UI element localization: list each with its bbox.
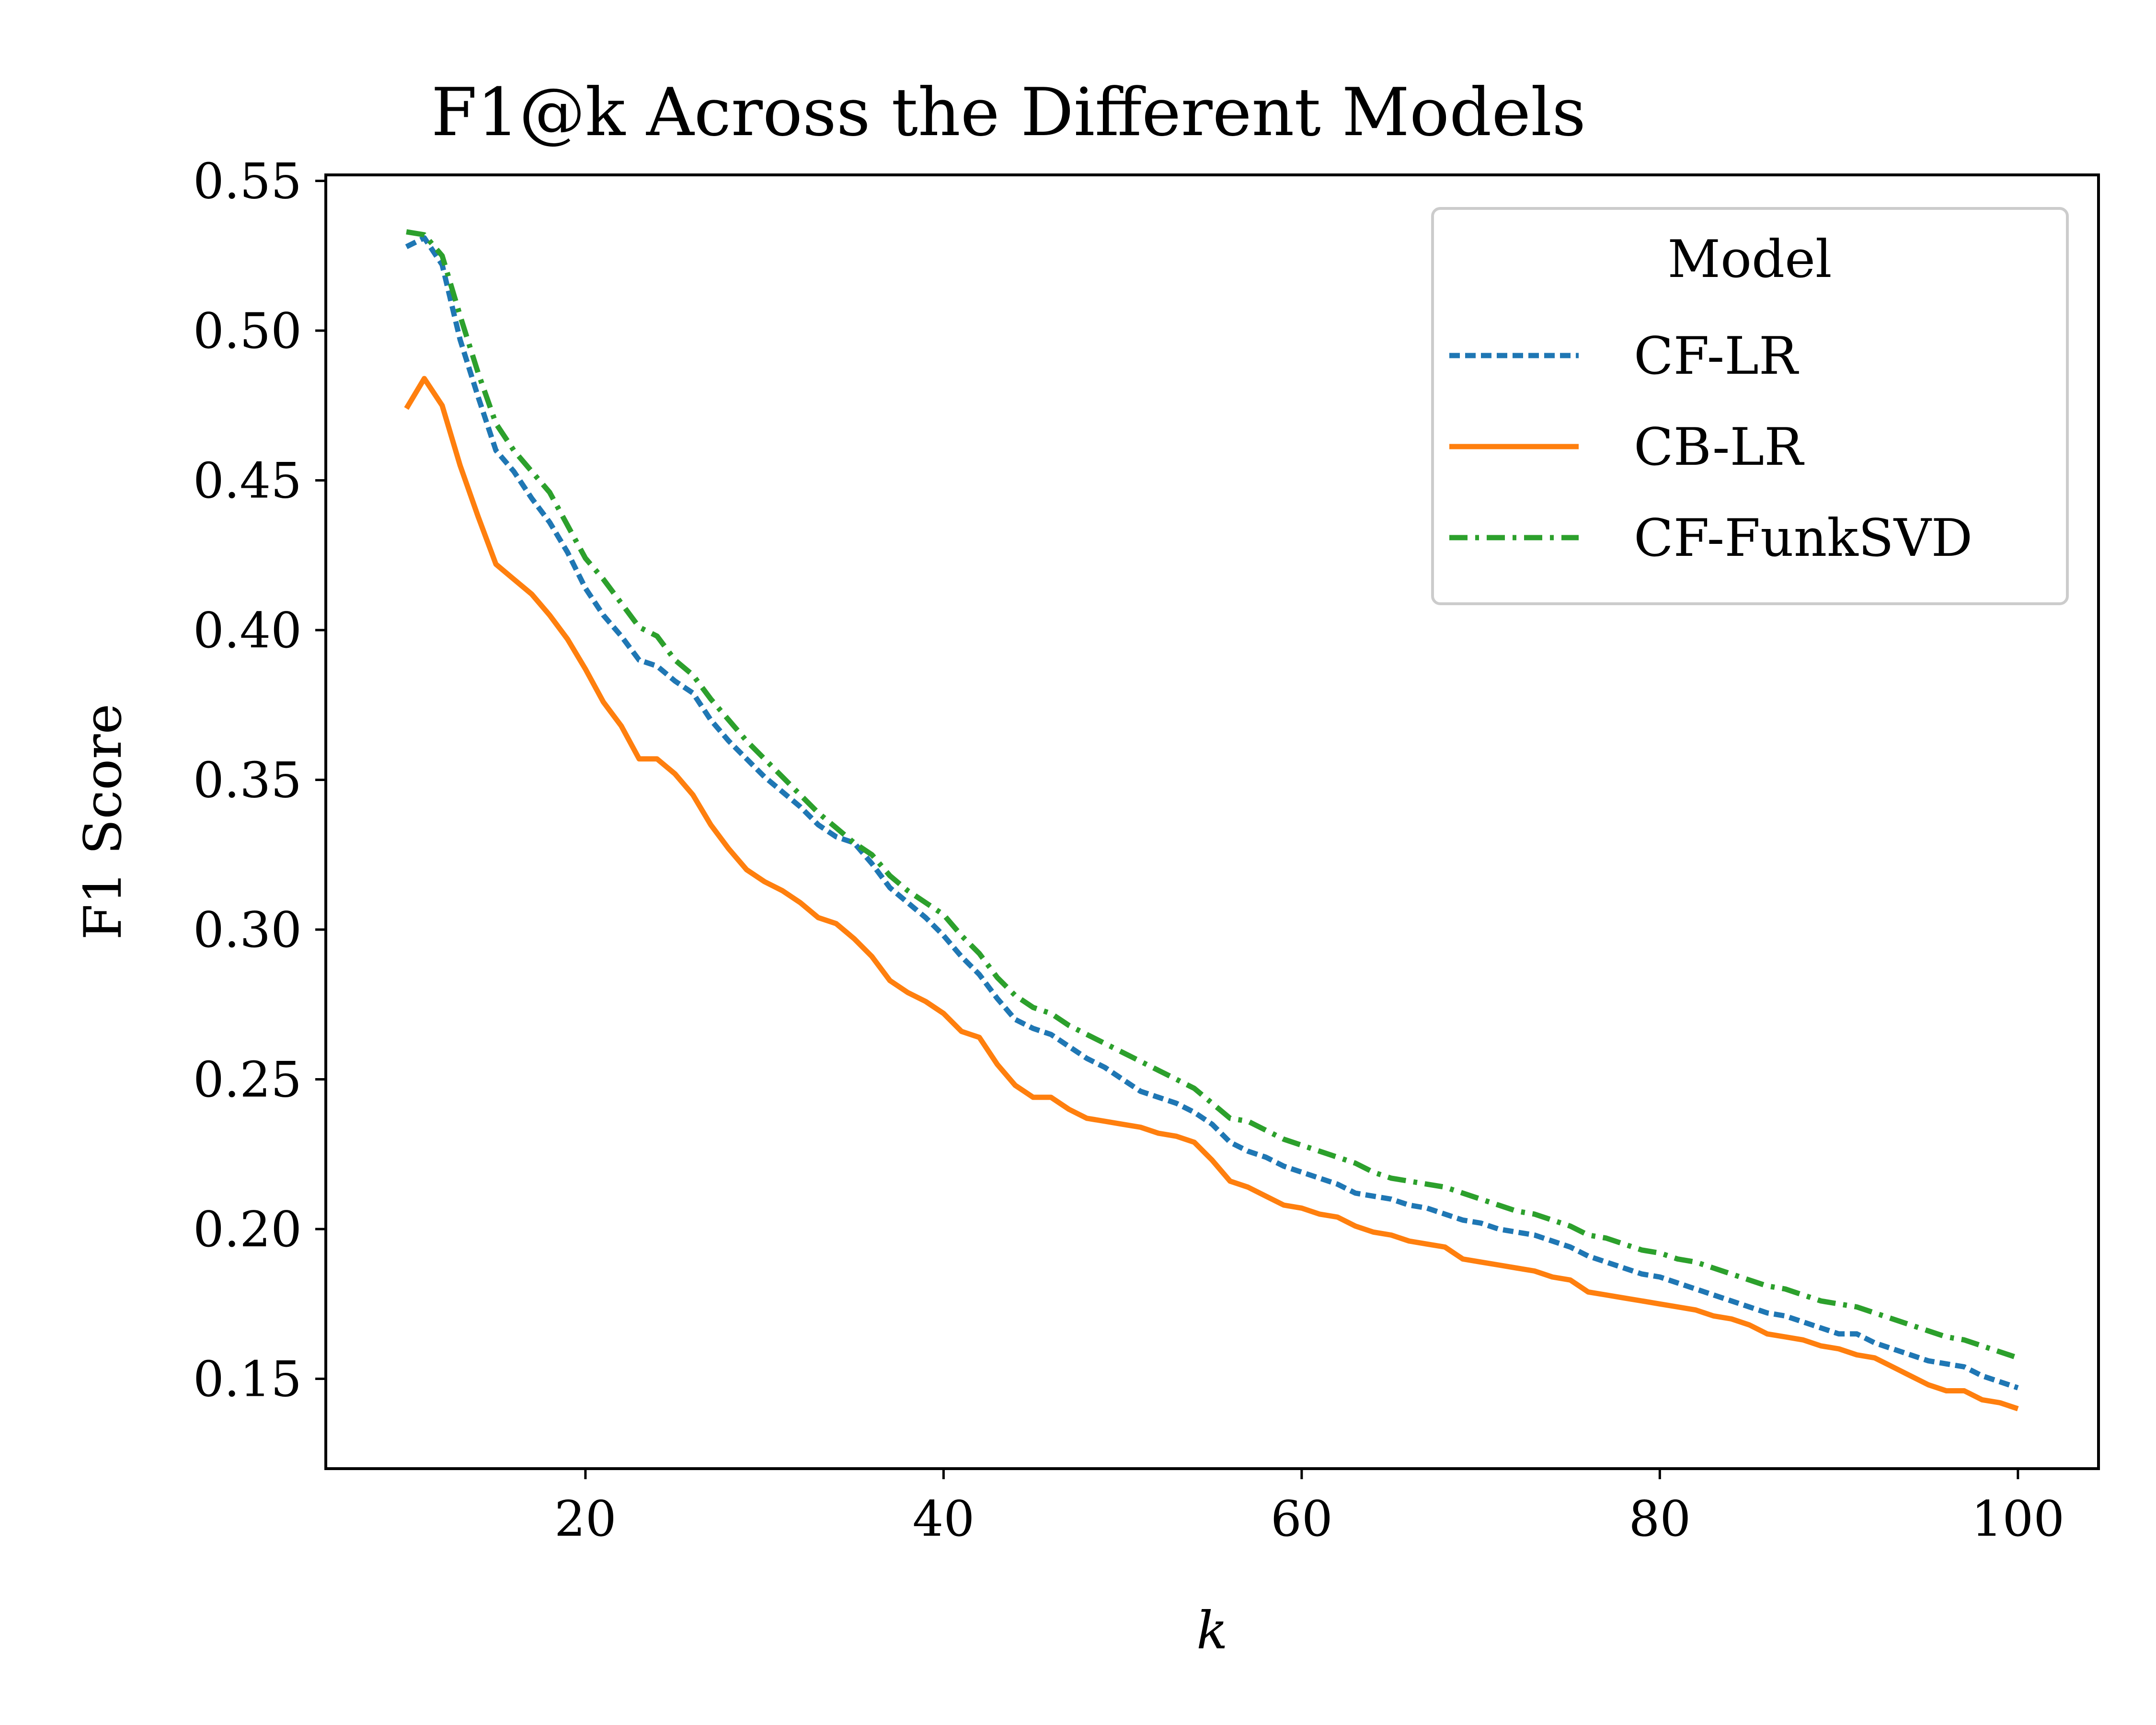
y-axis-label: F1 Score: [73, 703, 133, 940]
legend-title: Model: [1667, 230, 1832, 289]
x-axis: 20 40 60 80 100: [554, 1469, 2064, 1548]
y-tick-label: 0.25: [193, 1052, 302, 1109]
x-tick-label: 60: [1271, 1491, 1333, 1548]
plot-area-frame: [324, 173, 2100, 1470]
legend-label: CF-LR: [1634, 326, 1799, 386]
x-tick-label: 20: [554, 1491, 617, 1548]
y-tick-label: 0.15: [193, 1351, 302, 1408]
legend-entries: CF-LR CB-LR CF-FunkSVD: [1449, 326, 1973, 568]
y-tick-label: 0.30: [193, 902, 302, 959]
y-tick-label: 0.40: [193, 602, 302, 659]
y-tick-label: 0.50: [193, 303, 302, 360]
series-line-cf-funksvd: [406, 229, 2019, 1361]
x-tick-label: 80: [1628, 1491, 1691, 1548]
legend: Model CF-LR CB-LR CF-FunkSVD: [1431, 207, 2069, 605]
y-tick-label: 0.20: [193, 1201, 302, 1258]
legend-label: CF-FunkSVD: [1634, 508, 1973, 568]
x-axis-label: k: [1196, 1601, 1227, 1661]
y-tick-label: 0.55: [193, 153, 302, 210]
series-layer: [404, 229, 2019, 1412]
y-tick-label: 0.35: [193, 752, 302, 809]
x-tick-label: 40: [912, 1491, 975, 1548]
x-tick-label: 100: [1971, 1491, 2064, 1548]
chart-title: F1@k Across the Different Models: [431, 74, 1586, 151]
y-axis: 0.15 0.20 0.25 0.30 0.35 0.40 0.45 0.50 0.55: [193, 153, 326, 1408]
series-line-cf-lr: [405, 235, 2019, 1391]
legend-box: [1431, 207, 2069, 605]
y-tick-label: 0.45: [193, 453, 302, 510]
legend-label: CB-LR: [1634, 417, 1804, 477]
series-line-cb-lr: [404, 376, 2019, 1412]
